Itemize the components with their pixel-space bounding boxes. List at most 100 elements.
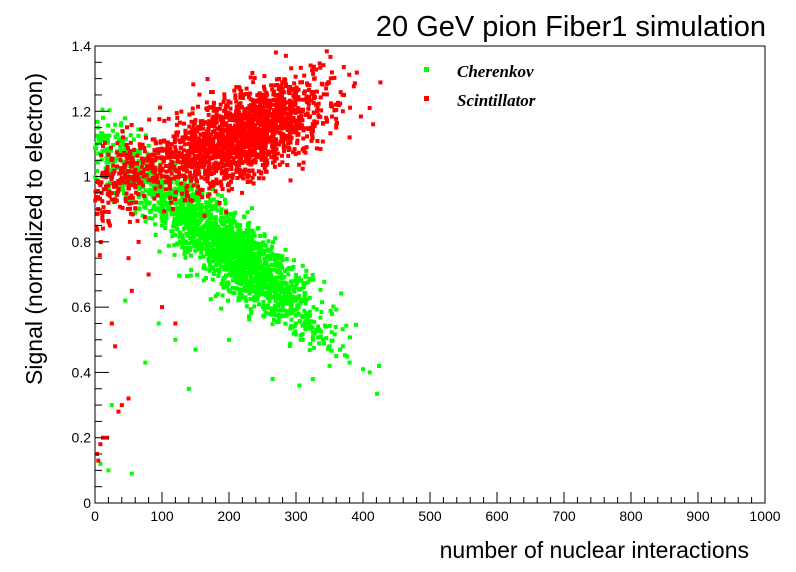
cherenkov-point: [189, 187, 194, 192]
cherenkov-point: [210, 277, 215, 282]
cherenkov-point: [219, 207, 224, 212]
scintillator-point: [202, 144, 207, 149]
cherenkov-point: [298, 301, 303, 306]
scintillator-point: [101, 144, 105, 149]
scintillator-point: [207, 186, 212, 191]
scintillator-point: [260, 110, 265, 115]
cherenkov-point: [301, 285, 306, 290]
scintillator-point: [222, 96, 227, 101]
scintillator-point: [305, 134, 309, 139]
cherenkov-point: [311, 277, 316, 282]
cherenkov-point: [196, 218, 201, 223]
scintillator-point: [226, 148, 231, 153]
scintillator-point: [251, 80, 256, 85]
cherenkov-point: [347, 360, 352, 365]
cherenkov-point: [234, 263, 239, 268]
cherenkov-point: [199, 225, 204, 230]
cherenkov-point: [179, 202, 183, 207]
cherenkov-point: [320, 300, 324, 305]
scintillator-point: [146, 177, 151, 182]
scintillator-point: [202, 155, 207, 160]
scintillator-point: [125, 125, 129, 130]
cherenkov-point: [233, 270, 238, 275]
scintillator-point: [329, 70, 334, 75]
scintillator-point: [188, 174, 193, 179]
scintillator-point: [304, 145, 309, 150]
scintillator-point: [378, 80, 383, 85]
cherenkov-point: [194, 223, 199, 228]
cherenkov-point: [211, 265, 215, 270]
cherenkov-point: [187, 229, 192, 234]
scintillator-point: [253, 160, 258, 165]
scintillator-point: [238, 148, 243, 153]
cherenkov-point: [263, 243, 268, 248]
scintillator-point: [117, 204, 122, 209]
scintillator-point: [158, 171, 163, 176]
scintillator-point: [179, 181, 184, 186]
cherenkov-point: [283, 247, 288, 252]
scintillator-point: [263, 156, 268, 161]
scintillator-point: [278, 95, 283, 100]
cherenkov-point: [259, 248, 264, 252]
scintillator-point: [287, 91, 292, 96]
cherenkov-point: [329, 348, 334, 353]
cherenkov-point: [195, 272, 200, 277]
cherenkov-point: [250, 265, 255, 269]
scintillator-point: [228, 140, 233, 145]
scintillator-point: [223, 171, 228, 176]
cherenkov-point: [118, 147, 123, 152]
scintillator-point: [173, 137, 177, 142]
scintillator-point: [272, 129, 277, 134]
scintillator-point: [95, 179, 100, 184]
cherenkov-point: [262, 307, 267, 312]
cherenkov-point: [286, 272, 291, 277]
cherenkov-point: [310, 273, 315, 277]
scintillator-point: [100, 213, 105, 218]
scintillator-point: [297, 97, 301, 102]
scintillator-point: [115, 164, 120, 169]
cherenkov-point: [266, 305, 270, 310]
cherenkov-point: [120, 139, 125, 144]
cherenkov-point: [310, 377, 315, 381]
cherenkov-point: [133, 211, 138, 216]
scintillator-point: [267, 104, 272, 109]
scintillator-point: [142, 149, 147, 154]
cherenkov-point: [159, 216, 164, 220]
scintillator-point: [243, 107, 248, 112]
cherenkov-point: [267, 299, 272, 304]
cherenkov-point: [252, 252, 257, 256]
scintillator-point: [305, 100, 310, 105]
scintillator-point: [168, 195, 173, 200]
cherenkov-point: [263, 310, 268, 315]
scintillator-point: [104, 170, 109, 174]
scintillator-point: [120, 129, 125, 134]
cherenkov-point: [224, 257, 229, 262]
scintillator-point: [252, 172, 257, 177]
scintillator-point: [175, 157, 180, 162]
scintillator-point: [114, 198, 119, 203]
cherenkov-point: [210, 241, 215, 246]
cherenkov-point: [216, 245, 221, 250]
cherenkov-point: [273, 253, 278, 258]
scintillator-point: [167, 155, 172, 160]
cherenkov-point: [225, 228, 229, 233]
scintillator-point: [283, 77, 288, 82]
cherenkov-point: [241, 257, 246, 262]
cherenkov-point: [219, 306, 224, 311]
cherenkov-point: [185, 241, 190, 245]
scintillator-point: [204, 100, 209, 105]
cherenkov-point: [247, 267, 252, 272]
cherenkov-point: [146, 143, 151, 148]
scintillator-point: [312, 96, 316, 100]
scintillator-point: [248, 91, 253, 96]
cherenkov-point: [170, 229, 175, 234]
scintillator-point: [275, 83, 280, 87]
cherenkov-point: [236, 254, 241, 259]
scintillator-point: [134, 178, 138, 183]
scintillator-point: [214, 116, 219, 121]
scintillator-point: [200, 148, 205, 153]
scintillator-point: [142, 167, 147, 172]
cherenkov-point: [266, 289, 271, 294]
cherenkov-point: [177, 218, 182, 223]
scintillator-point: [284, 120, 289, 124]
